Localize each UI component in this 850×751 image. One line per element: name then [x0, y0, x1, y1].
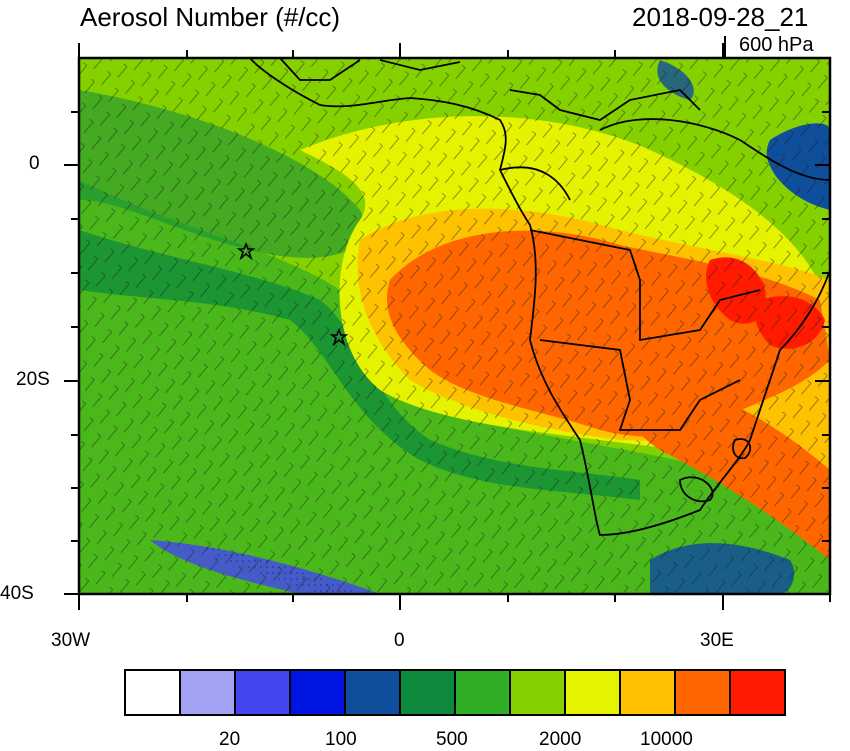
colorbar-swatch: [674, 669, 731, 716]
valid-datetime: 2018-09-28_21: [632, 2, 809, 32]
coastlines: [249, 58, 830, 536]
lat-label-20s: 20S: [16, 369, 50, 390]
colorbar-swatch: [234, 669, 291, 716]
colorbar-label-100: 100: [325, 729, 357, 750]
colorbar-label-20: 20: [219, 729, 241, 750]
colorbar-swatch: [729, 669, 786, 716]
lat-label-40s: 40S: [0, 583, 34, 604]
colorbar-label-10000: 10000: [640, 729, 693, 750]
lon-label-0: 0: [394, 630, 405, 651]
marker-star-1: [236, 241, 256, 261]
colorbar-swatch: [289, 669, 346, 716]
pressure-level: 600 hPa: [739, 34, 814, 56]
lon-label-30w: 30W: [51, 630, 91, 651]
colorbar-label-500: 500: [436, 729, 468, 750]
marker-star-2: [329, 327, 349, 347]
colorbar-swatch: [124, 669, 181, 716]
colorbar-swatch: [179, 669, 236, 716]
colorbar-swatch: [619, 669, 676, 716]
colorbar-label-2000: 2000: [539, 729, 582, 750]
aerosol-field: [79, 58, 830, 594]
plot-title: Aerosol Number (#/cc): [80, 2, 341, 32]
lat-label-0: 0: [29, 153, 40, 174]
colorbar: [124, 669, 786, 716]
lon-label-30e: 30E: [700, 630, 734, 651]
level-tick: [724, 36, 726, 58]
colorbar-swatch: [344, 669, 401, 716]
axis-ticks: [64, 43, 831, 610]
colorbar-swatch: [564, 669, 621, 716]
colorbar-swatch: [509, 669, 566, 716]
colorbar-swatch: [454, 669, 511, 716]
colorbar-swatch: [399, 669, 456, 716]
